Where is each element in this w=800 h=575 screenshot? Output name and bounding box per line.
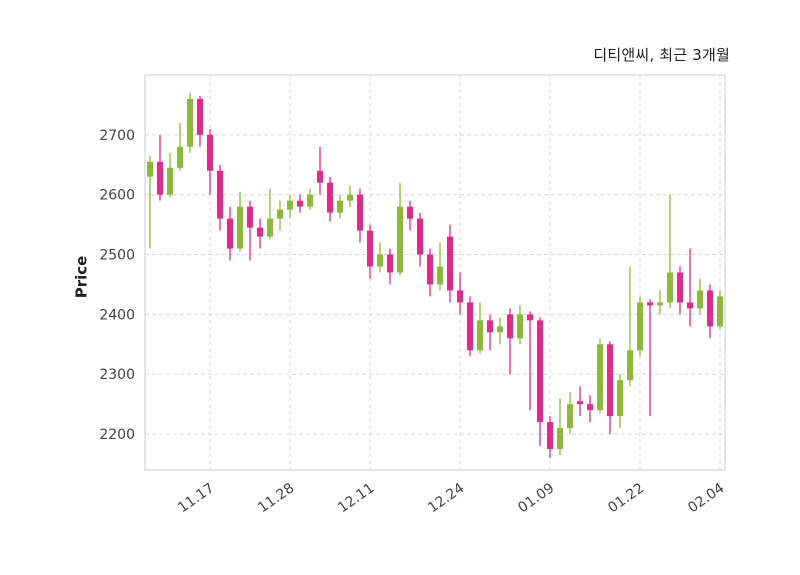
svg-text:2400: 2400 bbox=[99, 307, 135, 323]
svg-text:2200: 2200 bbox=[99, 427, 135, 443]
svg-text:12.24: 12.24 bbox=[425, 480, 467, 516]
svg-text:11.28: 11.28 bbox=[255, 480, 297, 516]
chart-title: 디티앤씨, 최근 3개월 bbox=[593, 46, 730, 64]
svg-text:2700: 2700 bbox=[99, 128, 135, 144]
svg-text:2600: 2600 bbox=[99, 188, 135, 204]
svg-text:2300: 2300 bbox=[99, 367, 135, 383]
svg-text:2500: 2500 bbox=[99, 248, 135, 264]
svg-text:11.17: 11.17 bbox=[175, 480, 217, 516]
svg-text:01.22: 01.22 bbox=[605, 480, 647, 516]
svg-text:12.11: 12.11 bbox=[335, 480, 377, 516]
svg-text:01.09: 01.09 bbox=[515, 480, 557, 516]
svg-text:02.04: 02.04 bbox=[685, 480, 727, 516]
